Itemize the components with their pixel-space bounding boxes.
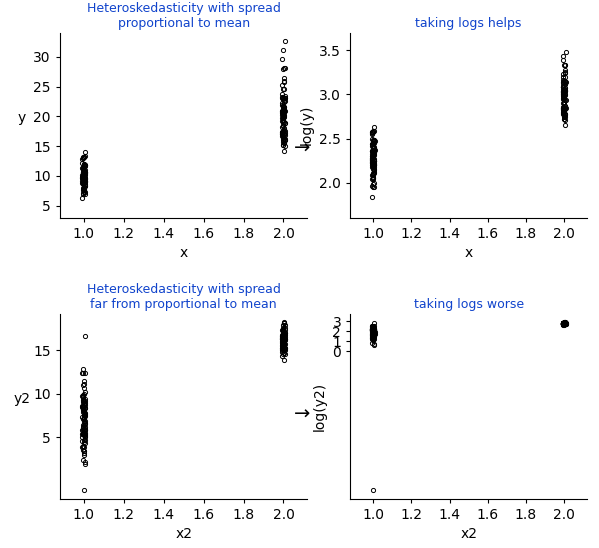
Title: Heteroskedasticity with spread
far from proportional to mean: Heteroskedasticity with spread far from … [87, 283, 280, 311]
X-axis label: x2: x2 [175, 527, 192, 541]
Y-axis label: y: y [18, 111, 26, 125]
Title: Heteroskedasticity with spread
proportional to mean: Heteroskedasticity with spread proportio… [87, 2, 280, 30]
Title: taking logs worse: taking logs worse [413, 298, 524, 311]
Y-axis label: log(y2): log(y2) [313, 382, 327, 431]
Y-axis label: y2: y2 [14, 392, 31, 406]
Y-axis label: log(y): log(y) [300, 105, 314, 145]
X-axis label: x: x [464, 246, 473, 260]
X-axis label: x2: x2 [460, 527, 477, 541]
Text: →: → [294, 139, 311, 157]
X-axis label: x: x [180, 246, 188, 260]
Title: taking logs helps: taking logs helps [416, 18, 522, 30]
Text: →: → [294, 404, 311, 423]
